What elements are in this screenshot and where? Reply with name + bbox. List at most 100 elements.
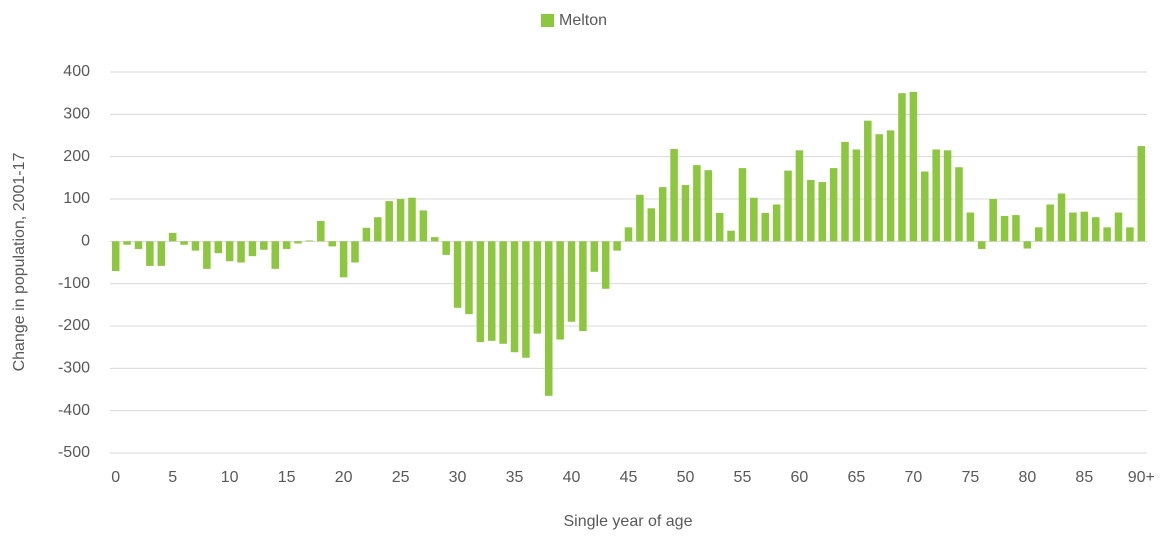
bar: [248, 241, 257, 257]
bar: [966, 212, 975, 242]
bar: [1057, 193, 1066, 242]
bar: [328, 241, 336, 247]
x-tick-label: 0: [111, 469, 120, 486]
bar: [396, 199, 405, 242]
bar: [442, 241, 450, 255]
x-axis-label: Single year of age: [564, 513, 693, 530]
bar: [989, 199, 997, 242]
bar: [1137, 146, 1146, 242]
bar: [1012, 215, 1020, 242]
bar: [658, 187, 667, 242]
y-tick-label: 200: [63, 148, 90, 165]
bar: [1091, 217, 1100, 242]
bar: [237, 241, 245, 263]
bar: [146, 241, 154, 266]
bar: [203, 241, 211, 269]
bar: [852, 149, 861, 242]
bar: [750, 197, 758, 242]
bar: [693, 165, 701, 242]
bar: [556, 241, 564, 340]
x-tick-label: 35: [506, 469, 524, 486]
bar: [829, 168, 838, 242]
bar: [1126, 227, 1134, 242]
bar: [180, 241, 188, 245]
bar: [601, 241, 610, 289]
y-tick-label: -200: [58, 317, 90, 334]
bar: [795, 150, 804, 242]
y-tick-label: 0: [81, 233, 90, 250]
legend-label: Melton: [559, 12, 607, 29]
y-tick-label: 400: [63, 63, 90, 80]
bar: [772, 204, 781, 242]
y-tick-label: 300: [63, 106, 90, 123]
bar: [362, 227, 371, 242]
x-tick-label: 60: [791, 469, 809, 486]
x-tick-label: 5: [168, 469, 177, 486]
bar: [1069, 212, 1077, 242]
bar: [168, 232, 177, 242]
bar: [715, 212, 724, 242]
bar: [624, 227, 633, 242]
x-tick-label: 85: [1075, 469, 1093, 486]
bar: [978, 241, 986, 249]
x-tick-label: 25: [392, 469, 410, 486]
bar: [351, 241, 359, 263]
bar: [898, 93, 906, 242]
bar: [1114, 212, 1123, 242]
bar: [419, 210, 428, 242]
bar: [681, 185, 690, 242]
x-tick-label: 65: [848, 469, 866, 486]
bar: [522, 241, 530, 358]
x-tick-label: 75: [961, 469, 979, 486]
bar: [704, 170, 713, 242]
bar: [465, 241, 473, 315]
y-tick-label: -400: [58, 402, 90, 419]
bar: [670, 149, 678, 242]
y-tick-label: -300: [58, 360, 90, 377]
bar: [636, 194, 644, 242]
bar: [487, 241, 496, 341]
bar: [932, 149, 940, 242]
x-tick-label: 30: [449, 469, 467, 486]
bar: [567, 241, 576, 322]
bar: [1023, 241, 1032, 249]
y-tick-label: -500: [58, 444, 90, 461]
y-tick-label: -100: [58, 275, 90, 292]
bar: [191, 241, 200, 251]
bar: [943, 150, 952, 242]
x-tick-label: 15: [278, 469, 296, 486]
x-tick-label: 70: [904, 469, 922, 486]
bar: [476, 241, 485, 343]
bar: [317, 221, 325, 242]
bar: [1080, 211, 1089, 242]
bar: [579, 241, 587, 332]
bar: [1046, 204, 1054, 242]
bar: [544, 241, 553, 396]
y-tick-label: 100: [63, 190, 90, 207]
bar: [282, 241, 291, 249]
bar: [134, 241, 143, 249]
bar: [613, 241, 621, 251]
bar: [864, 120, 872, 242]
bar: [738, 168, 747, 242]
bar: [886, 130, 895, 242]
x-tick-label: 50: [677, 469, 695, 486]
bar: [590, 241, 599, 272]
bar: [431, 237, 439, 242]
bar: [510, 241, 519, 353]
x-tick-label: 45: [620, 469, 638, 486]
bar: [214, 241, 223, 254]
bar: [305, 240, 314, 242]
x-tick-label: 80: [1018, 469, 1036, 486]
x-tick-label: 20: [335, 469, 353, 486]
bar: [647, 208, 656, 242]
bar: [818, 182, 826, 242]
bar: [784, 170, 792, 242]
bar: [385, 201, 393, 242]
x-tick-label: 55: [734, 469, 752, 486]
bar: [841, 141, 849, 242]
bar: [225, 241, 234, 262]
bar: [157, 241, 166, 266]
bar: [1103, 227, 1111, 242]
bar: [727, 230, 735, 242]
